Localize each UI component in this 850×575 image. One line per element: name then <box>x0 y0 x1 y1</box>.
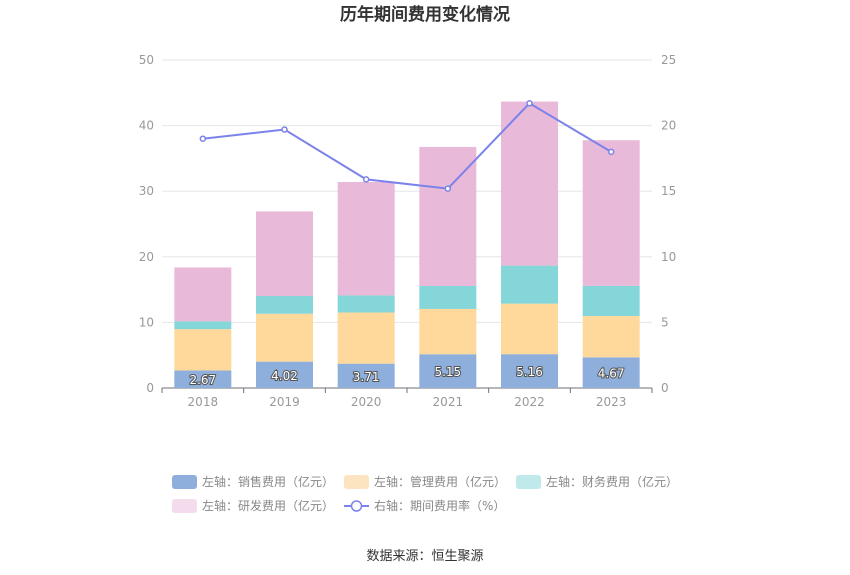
y-right-tick: 15 <box>661 184 676 198</box>
data-labels: 2.67 4.02 3.71 5.15 5.16 4.67 <box>188 364 625 388</box>
bar-segment-s2-2021[interactable] <box>419 285 477 309</box>
legend-marker <box>350 500 363 512</box>
y-left-tick: 40 <box>139 119 154 133</box>
legend-swatch <box>172 499 197 513</box>
bar-segment-s0-2019[interactable] <box>256 361 313 388</box>
bar-segment-s2-2020[interactable] <box>337 295 395 313</box>
y-left-tick: 30 <box>139 184 154 198</box>
line-path <box>202 102 612 190</box>
bar-segment-s3-2019[interactable] <box>256 211 313 297</box>
bar-segment-s3-2018[interactable] <box>174 267 232 322</box>
line-point-2018[interactable] <box>199 135 207 142</box>
x-tick-label: 2018 <box>188 395 219 409</box>
x-tick-label: 2023 <box>596 395 627 409</box>
bar-segment-s1-2019[interactable] <box>256 313 313 362</box>
y-right-tick: 10 <box>661 250 676 264</box>
bar-segment-s2-2022[interactable] <box>501 265 558 304</box>
bar-segment-s0-2018[interactable] <box>174 370 232 388</box>
line-point-2022[interactable] <box>526 100 533 107</box>
y-left-tick: 10 <box>139 315 154 329</box>
bar-segment-s2-2023[interactable] <box>582 285 640 317</box>
bar-segment-s3-2022[interactable] <box>501 101 558 266</box>
line-point-2023[interactable] <box>607 148 615 156</box>
data-label: 2.67 <box>189 373 216 387</box>
y-right-tick: 0 <box>661 381 669 395</box>
y-right-tick: 25 <box>661 53 676 67</box>
bar-segment-s0-2022[interactable] <box>501 354 558 388</box>
legend-item-label[interactable]: 右轴：期间费用率（%） <box>374 498 505 513</box>
source-note: 数据来源：恒生聚源 <box>366 549 483 564</box>
data-label: 4.67 <box>598 367 625 381</box>
x-tick-label: 2022 <box>514 395 545 409</box>
y-right-tick: 5 <box>661 315 669 329</box>
grid <box>162 59 652 323</box>
x-tick-label: 2019 <box>269 395 300 409</box>
legend-swatch <box>172 475 197 489</box>
y-left-tick: 50 <box>139 53 154 67</box>
legend[interactable]: 左轴：销售费用（亿元） 左轴：管理费用（亿元） 左轴：财务费用（亿元） 左轴：研发费用… <box>172 474 678 513</box>
line-point-2019[interactable] <box>281 126 288 133</box>
bar-segment-s0-2023[interactable] <box>582 357 640 388</box>
chart-title: 历年期间费用变化情况 <box>340 4 510 25</box>
bar-segment-s1-2020[interactable] <box>337 312 395 364</box>
data-label: 4.02 <box>271 369 298 383</box>
bar-segment-s2-2019[interactable] <box>256 296 313 314</box>
bar-segment-s2-2018[interactable] <box>174 321 232 330</box>
data-label: 5.16 <box>516 365 543 379</box>
axes: 0 10 20 30 40 50 0 5 10 15 20 25 2018 2019 2020 2021 202… <box>139 53 677 409</box>
bar-segment-s0-2020[interactable] <box>337 363 395 388</box>
legend-swatch <box>344 475 369 489</box>
y-right-tick: 20 <box>661 119 676 133</box>
bar-segment-s3-2023[interactable] <box>582 140 640 286</box>
legend-item-label[interactable]: 左轴：研发费用（亿元） <box>202 498 334 513</box>
x-tick-label: 2020 <box>351 395 382 409</box>
legend-swatch <box>516 475 541 489</box>
line-point-2021[interactable] <box>444 185 452 192</box>
bar-segment-s1-2018[interactable] <box>174 329 232 371</box>
bar-segment-s0-2021[interactable] <box>419 354 477 388</box>
data-label: 5.15 <box>434 365 461 379</box>
bar-segment-s1-2023[interactable] <box>582 316 640 358</box>
legend-item-label[interactable]: 左轴：销售费用（亿元） <box>202 474 334 489</box>
y-left-tick: 0 <box>146 381 154 395</box>
bar-segment-s3-2020[interactable] <box>337 181 395 296</box>
legend-item-label[interactable]: 左轴：管理费用（亿元） <box>374 474 506 489</box>
y-left-tick: 20 <box>139 250 154 264</box>
data-label: 3.71 <box>353 370 380 384</box>
line-series <box>199 100 615 192</box>
legend-item-label[interactable]: 左轴：财务费用（亿元） <box>546 474 678 489</box>
x-tick-label: 2021 <box>433 395 464 409</box>
line-point-2020[interactable] <box>362 176 370 183</box>
bar-segment-s1-2022[interactable] <box>501 303 558 355</box>
bar-segment-s1-2021[interactable] <box>419 308 477 355</box>
bars <box>174 101 640 388</box>
